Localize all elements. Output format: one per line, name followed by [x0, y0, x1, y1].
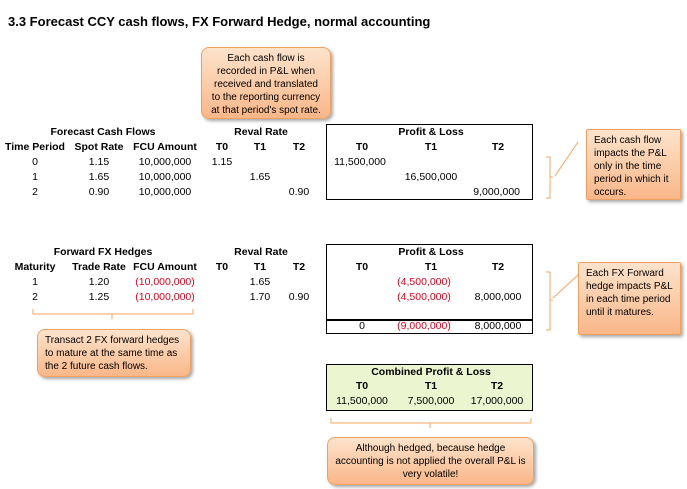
table-cell: 1.70 — [249, 291, 271, 303]
pl-header: T0 — [355, 141, 369, 153]
pl-cell: 8,000,000 — [474, 291, 522, 303]
pl-cell: 11,500,000 — [334, 156, 386, 168]
table-cell: 1.15 — [88, 156, 110, 168]
table-cell: 1.65 — [249, 171, 271, 183]
table-cell: 2 — [32, 291, 38, 303]
column-header: T2 — [292, 261, 306, 273]
table-cell: 10,000,000 — [138, 171, 192, 183]
table-cell: 1.15 — [211, 156, 233, 168]
column-header: FCU Amount — [133, 261, 197, 273]
forecast-pl-title: Profit & Loss — [398, 126, 464, 138]
pl-header: T1 — [424, 261, 438, 273]
column-header: Trade Rate — [72, 261, 126, 273]
hedges-pl-title: Profit & Loss — [398, 246, 464, 258]
table-cell: 1.65 — [249, 276, 271, 288]
pl-total-cell: 0 — [359, 320, 365, 332]
bracket-forward — [546, 271, 553, 331]
pl-header: T2 — [491, 141, 505, 153]
hedges-reval-title: Reval Rate — [234, 246, 288, 258]
column-header: Spot Rate — [74, 141, 124, 153]
table-cell: 0 — [32, 156, 38, 168]
combined-header: T2 — [490, 380, 504, 392]
pl-total-cell: (9,000,000) — [397, 320, 451, 332]
table-cell: (10,000,000) — [135, 291, 195, 303]
forecast-title: Forecast Cash Flows — [50, 126, 156, 138]
column-header: T2 — [292, 141, 306, 153]
table-cell: (10,000,000) — [135, 276, 195, 288]
bracket-cashflow — [546, 156, 553, 199]
table-cell: 10,000,000 — [138, 156, 192, 168]
column-header: T0 — [215, 261, 229, 273]
column-header: T0 — [215, 141, 229, 153]
column-header: Time Period — [5, 141, 65, 153]
table-cell: 0.90 — [88, 186, 110, 198]
table-cell: 1 — [32, 171, 38, 183]
combined-header: T1 — [424, 380, 438, 392]
combined-header: T0 — [355, 380, 369, 392]
page-title: 3.3 Forecast CCY cash flows, FX Forward … — [8, 14, 431, 29]
connector-forward — [552, 274, 579, 299]
bracket-combined — [330, 418, 532, 428]
callout-combined: Although hedged, because hedge accountin… — [327, 437, 534, 485]
pl-header: T0 — [355, 261, 369, 273]
pl-header: T2 — [491, 261, 505, 273]
table-cell: 1.25 — [88, 291, 110, 303]
table-cell: 10,000,000 — [138, 186, 192, 198]
combined-value: 7,500,000 — [407, 395, 455, 407]
table-cell: 1.20 — [88, 276, 110, 288]
column-header: T1 — [253, 261, 267, 273]
pl-cell: 9,000,000 — [473, 186, 520, 198]
total-divider — [327, 319, 532, 321]
combined-title: Combined Profit & Loss — [371, 366, 491, 378]
table-cell: 2 — [32, 186, 38, 198]
table-cell: 1.65 — [88, 171, 110, 183]
combined-value: 11,500,000 — [336, 395, 388, 407]
pl-header: T1 — [424, 141, 438, 153]
column-header: FCU Amount — [133, 141, 197, 153]
column-header: Maturity — [14, 261, 56, 273]
forecast-reval-title: Reval Rate — [234, 126, 288, 138]
forecast-pl-box — [326, 124, 533, 200]
callout-top: Each cash flow is recorded in P&L when r… — [201, 47, 331, 119]
pl-cell: (4,500,000) — [397, 291, 451, 303]
callout-hedges: Transact 2 FX forward hedges to mature a… — [37, 329, 191, 377]
pl-total-cell: 8,000,000 — [474, 320, 522, 332]
pl-cell: (4,500,000) — [397, 276, 451, 288]
hedges-pl-box — [326, 244, 533, 334]
bracket-hedges — [32, 309, 194, 319]
combined-value: 17,000,000 — [470, 395, 524, 407]
pl-cell: 16,500,000 — [404, 171, 458, 183]
callout-cash-flow: Each cash flow impacts the P&L only in t… — [586, 129, 681, 200]
table-cell: 1 — [32, 276, 38, 288]
connector-cashflow — [554, 141, 579, 177]
callout-forward: Each FX Forward hedge impacts P&L in eac… — [578, 262, 681, 335]
table-cell: 0.90 — [288, 291, 310, 303]
combined-pl-box — [326, 364, 533, 411]
column-header: T1 — [253, 141, 267, 153]
hedges-title: Forward FX Hedges — [53, 246, 153, 258]
table-cell: 0.90 — [288, 186, 310, 198]
